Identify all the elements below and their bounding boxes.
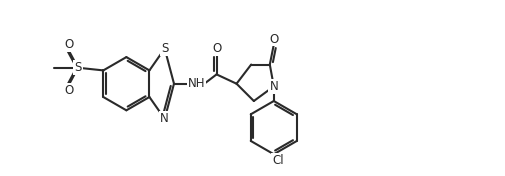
Text: O: O bbox=[269, 33, 278, 46]
Text: O: O bbox=[64, 84, 73, 97]
Text: S: S bbox=[161, 42, 168, 55]
Text: Cl: Cl bbox=[272, 154, 283, 167]
Text: N: N bbox=[269, 80, 278, 93]
Text: NH: NH bbox=[187, 77, 205, 90]
Text: O: O bbox=[64, 38, 73, 51]
Text: O: O bbox=[212, 42, 221, 55]
Text: N: N bbox=[160, 112, 169, 125]
Text: S: S bbox=[74, 61, 82, 74]
